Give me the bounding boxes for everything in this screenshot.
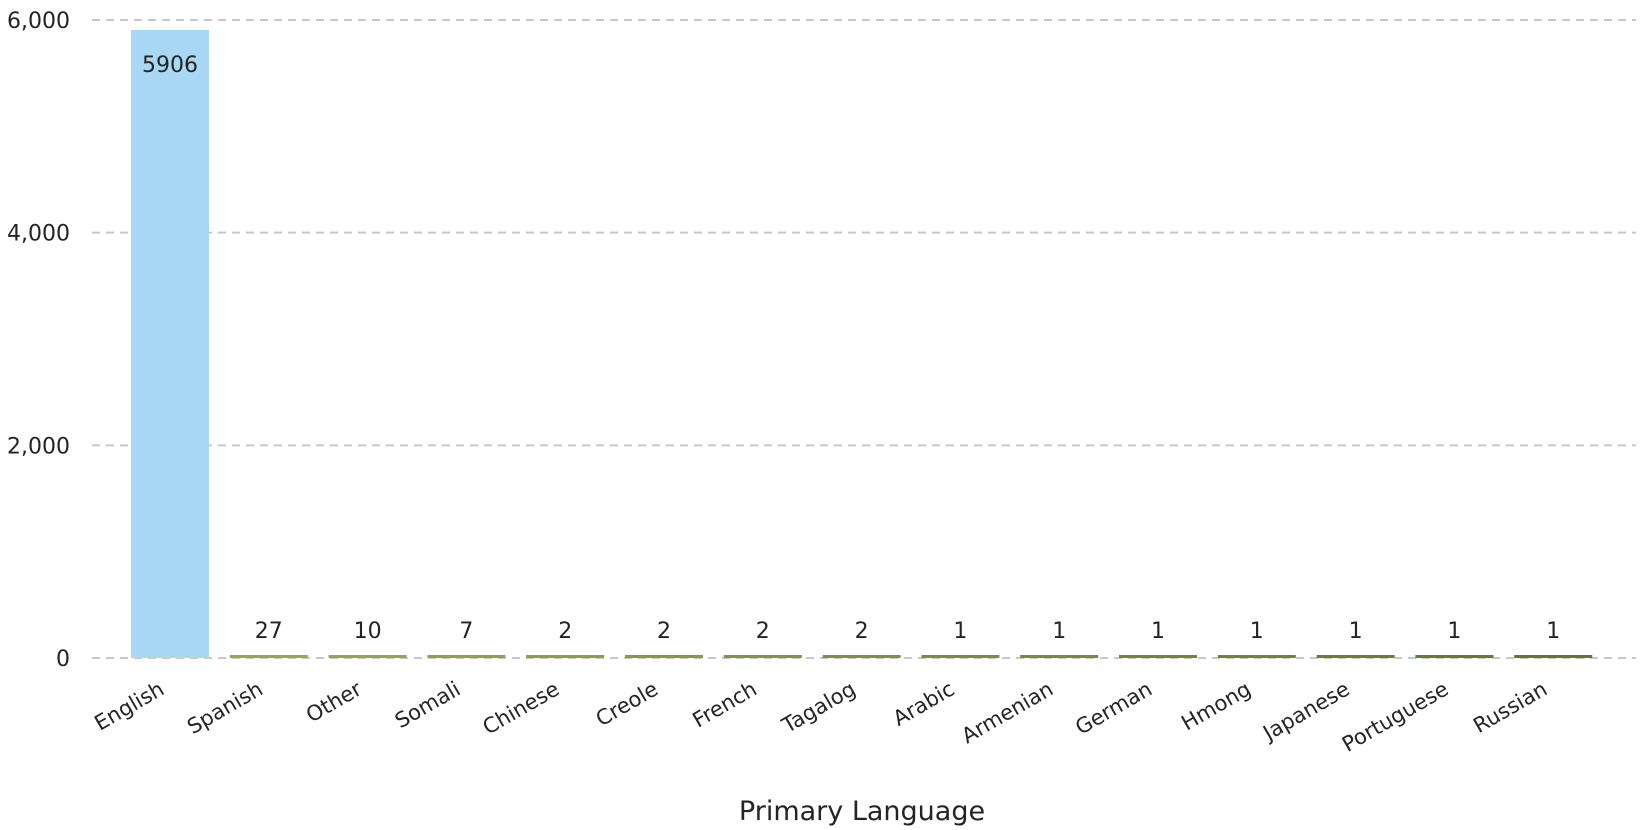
- x-tick-label: Arabic: [889, 677, 959, 731]
- data-label: 2: [756, 619, 770, 644]
- x-axis-title: Primary Language: [739, 796, 985, 827]
- x-axis-category-labels: English Spanish Other Somali Chinese Creole Fr…: [90, 677, 1551, 757]
- x-tick-label: English: [90, 677, 168, 736]
- bar: [1119, 655, 1197, 658]
- x-tick-label: Armenian: [958, 677, 1058, 748]
- y-tick-label: 6,000: [7, 9, 70, 34]
- bar: [526, 655, 605, 658]
- y-tick-label: 2,000: [7, 434, 70, 459]
- bar: [328, 655, 407, 658]
- data-label: 27: [255, 619, 283, 644]
- y-axis-tick-labels: 0 2,000 4,000 6,000: [7, 9, 70, 672]
- data-label: 1: [1151, 619, 1165, 644]
- x-tick-label: Tagalog: [777, 677, 860, 739]
- bar: [1020, 655, 1099, 658]
- data-label: 10: [354, 619, 382, 644]
- x-tick-label: Chinese: [479, 677, 564, 740]
- data-label: 2: [558, 619, 572, 644]
- data-label: 1: [1447, 619, 1461, 644]
- y-tick-label: 0: [56, 647, 70, 672]
- x-tick-label: Somali: [391, 677, 465, 733]
- bar: [723, 655, 802, 658]
- data-labels: 5906 27 10 7 2 2 2 2 1 1 1 1 1 1 1: [142, 53, 1560, 644]
- bar: [427, 655, 506, 658]
- data-label: 1: [1546, 619, 1560, 644]
- x-tick-label: French: [688, 677, 760, 733]
- bar: [625, 655, 703, 658]
- bar: [1415, 655, 1494, 658]
- bar: [1217, 655, 1296, 658]
- x-tick-label: German: [1071, 677, 1156, 740]
- x-tick-label: Creole: [592, 677, 662, 731]
- bar: [921, 655, 1000, 658]
- data-label: 1: [1250, 619, 1264, 644]
- data-label: 1: [1052, 619, 1066, 644]
- bar: [1316, 655, 1395, 658]
- data-label: 2: [855, 619, 869, 644]
- x-tick-label: Other: [302, 677, 366, 728]
- x-tick-label: Portuguese: [1338, 677, 1453, 757]
- x-tick-label: Hmong: [1177, 677, 1255, 736]
- data-label: 2: [657, 619, 671, 644]
- bars: [131, 29, 1593, 658]
- bar: [229, 655, 308, 658]
- data-label: 5906: [142, 53, 198, 78]
- data-label: 1: [953, 619, 967, 644]
- gridlines: [92, 19, 1636, 659]
- bar: [822, 655, 901, 658]
- y-tick-label: 4,000: [7, 222, 70, 247]
- x-tick-label: Russian: [1469, 677, 1551, 738]
- bar: [131, 29, 209, 658]
- x-tick-label: Spanish: [183, 677, 267, 739]
- data-label: 1: [1349, 619, 1363, 644]
- bar: [1514, 655, 1593, 658]
- data-label: 7: [459, 619, 473, 644]
